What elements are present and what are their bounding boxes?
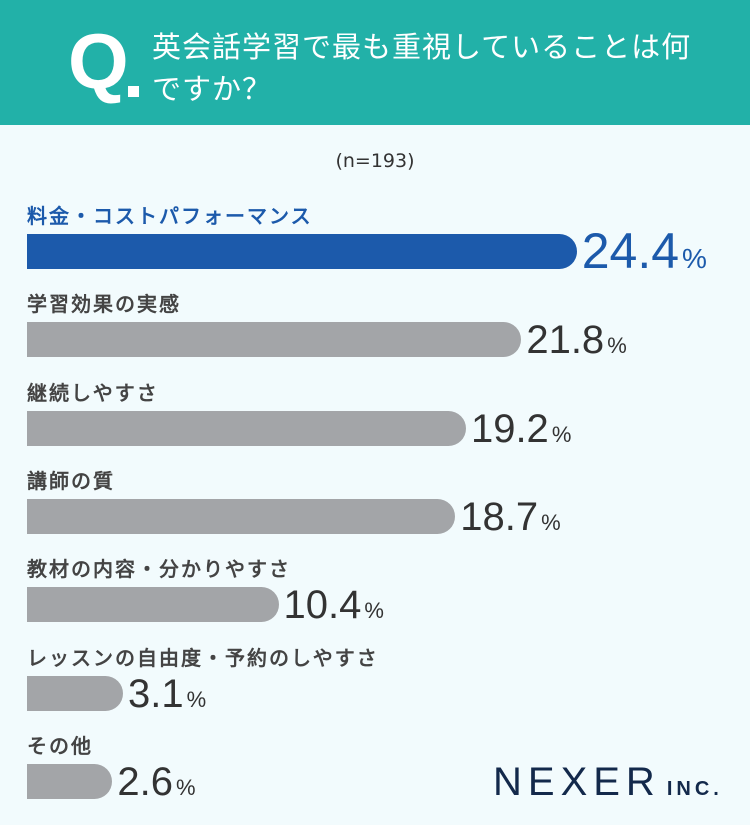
category-label: 講師の質 [27, 468, 115, 493]
nexer-logo: NEXER INC. [493, 760, 723, 805]
value-number: 3.1 [128, 671, 184, 716]
percent-sign: % [175, 774, 196, 800]
value-label: 21.8% [526, 320, 626, 366]
question-header: Q 英会話学習で最も重視していることは何ですか？ [0, 0, 750, 125]
percent-sign: % [541, 509, 561, 535]
logo-suffix: INC. [666, 778, 723, 800]
bar [27, 234, 577, 269]
percent-sign: % [607, 333, 627, 359]
category-label: 学習効果の実感 [27, 292, 181, 317]
value-label: 24.4% [582, 226, 707, 284]
percent-sign: % [186, 686, 207, 712]
question-text: 英会話学習で最も重視していることは何ですか？ [152, 30, 692, 106]
value-label: 10.4% [284, 585, 384, 631]
bar [27, 675, 124, 711]
value-label: 18.7% [460, 497, 560, 543]
percent-sign: % [682, 243, 707, 274]
value-label: 2.6% [117, 762, 195, 808]
category-label: その他 [27, 733, 93, 758]
value-number: 21.8 [526, 318, 605, 363]
bar [27, 322, 522, 358]
bar [27, 410, 466, 446]
category-label: 料金・コストパフォーマンス [27, 204, 313, 228]
value-number: 24.4 [581, 223, 680, 279]
value-label: 19.2% [471, 409, 571, 455]
value-number: 10.4 [283, 583, 362, 628]
category-label: レッスンの自由度・予約のしやすさ [27, 645, 379, 670]
bar [27, 498, 456, 534]
q-dot [128, 86, 139, 97]
percent-sign: % [551, 421, 572, 447]
logo-name: NEXER [493, 760, 661, 804]
percent-sign: % [364, 598, 384, 624]
q-mark: Q [68, 17, 129, 105]
value-label: 3.1% [128, 674, 206, 720]
value-number: 18.7 [460, 494, 539, 539]
value-number: 2.6 [117, 759, 173, 804]
category-label: 教材の内容・分かりやすさ [27, 557, 291, 582]
bar [27, 587, 279, 623]
sample-size: (n=193) [335, 150, 415, 172]
bar [27, 763, 113, 799]
value-number: 19.2 [470, 406, 549, 451]
category-label: 継続しやすさ [27, 380, 159, 405]
